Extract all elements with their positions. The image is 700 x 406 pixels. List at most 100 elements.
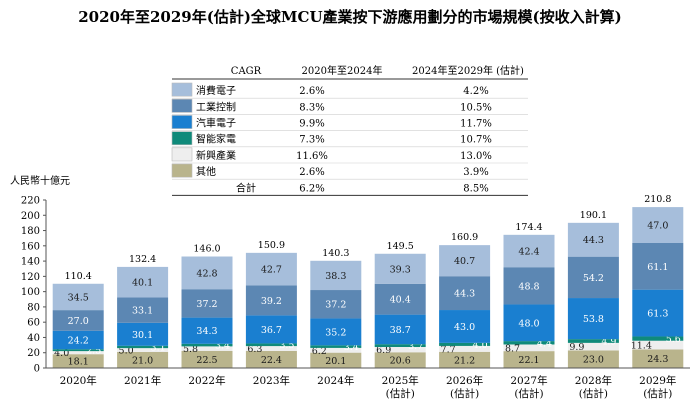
segment-label: 37.2 (196, 299, 217, 310)
segment-label: 36.7 (261, 325, 282, 336)
y-tick-label: 120 (21, 272, 40, 283)
segment-label: 2.5 (86, 346, 101, 357)
y-axis: 0 20 40 60 80 100 120 140 160 180 200 220 (21, 196, 47, 375)
cagr-row-value1: 11.6% (296, 151, 328, 162)
cagr-total-value2: 8.5% (463, 183, 488, 194)
cagr-header-period2: 2024年至2029年 (估計) (412, 64, 524, 77)
chart-title: 2020年至2029年(估計)全球MCU產業按下游應用劃分的市場規模(按收入計算… (78, 8, 622, 26)
bar-segment (310, 260, 362, 291)
cagr-row-name: 汽車電子 (196, 117, 236, 130)
cagr-row-name: 其他 (196, 165, 216, 178)
segment-label: 37.2 (325, 300, 346, 311)
segment-label: 4.0 (54, 348, 69, 359)
bar-segment (181, 256, 233, 290)
bar-segment (567, 350, 619, 368)
cagr-row-value1: 7.3% (299, 135, 324, 146)
bar-stack: 22.55.8 3.4 34.3 37.2 42.8 146.0 (181, 244, 233, 368)
cagr-row-swatch (171, 147, 193, 162)
segment-label: 48.8 (518, 281, 539, 292)
total-label: 149.5 (387, 241, 414, 252)
x-tick-label: 2021年 (124, 374, 161, 387)
y-tick-label: 180 (21, 226, 40, 237)
segment-label: 5.0 (119, 346, 134, 357)
segment-label: 42.7 (261, 265, 282, 276)
bar-segment (503, 344, 555, 352)
cagr-total-value1: 6.2% (299, 183, 324, 194)
cagr-header-period1: 2020年至2024年 (302, 64, 383, 77)
cagr-total-name: 合計 (236, 181, 256, 194)
bar-segment (310, 347, 362, 353)
bar-segment (439, 276, 491, 311)
cagr-row-value2: 10.7% (460, 135, 492, 146)
bar-segment (503, 267, 555, 305)
cagr-row-swatch (171, 98, 193, 113)
bar-segment (52, 351, 104, 355)
total-label: 146.0 (193, 244, 220, 255)
bar-segment (181, 346, 233, 351)
segment-label: 24.2 (68, 335, 89, 346)
y-tick-label: 220 (21, 196, 40, 207)
bar-segment (310, 290, 362, 319)
segment-label: 21.0 (132, 355, 153, 366)
bar-segment (632, 242, 684, 290)
bar-segment (439, 345, 491, 352)
bar-segment (52, 330, 104, 350)
bar-stack: 18.14.0 2.524.2 27.0 34.5 110.4 (52, 271, 104, 368)
cagr-header-label: CAGR (231, 66, 262, 77)
segment-label: 8.7 (505, 343, 520, 354)
segment-label: 6.3 (247, 344, 262, 355)
bar-segment (245, 315, 297, 344)
bar-stack: 24.3 11.4 5.6 61.3 61.1 47.0 210.8 (631, 194, 684, 368)
bar-segment (374, 314, 426, 345)
segment-label: 5.6 (666, 334, 681, 345)
bar-segment (52, 283, 104, 311)
cagr-row-value1: 2.6% (299, 167, 324, 178)
bar-segment (439, 351, 491, 368)
total-label: 160.9 (451, 232, 478, 243)
bar-stack: 22.18.7 4.4 48.0 48.8 42.4 174.4 (503, 222, 555, 368)
segment-label: 40.4 (390, 295, 411, 306)
cagr-row-value2: 3.9% (463, 167, 488, 178)
segment-label: 5.8 (183, 344, 198, 355)
x-tick-label: 2025年 (382, 374, 419, 387)
bar-segment (503, 234, 555, 268)
x-axis: 2020年 2021年 2022年 2023年 2024年 2025年(估計)2026年(… (46, 367, 690, 400)
segment-label: 3.5 (279, 340, 294, 351)
segment-label: 40.7 (454, 256, 475, 267)
x-tick-label: 2029年 (639, 374, 676, 387)
segment-label: 3.4 (344, 342, 359, 353)
bar-segment (439, 245, 491, 277)
segment-label: 48.0 (518, 318, 539, 329)
bar-segment (567, 298, 619, 340)
total-label: 210.8 (644, 194, 671, 205)
y-tick-label: 20 (27, 348, 40, 359)
bar-segment (245, 285, 297, 316)
segment-label: 38.7 (390, 325, 411, 336)
bar-segment (117, 348, 169, 352)
total-label: 150.9 (258, 240, 285, 251)
segment-label: 7.7 (441, 344, 456, 355)
y-tick-label: 160 (21, 241, 40, 252)
segment-label: 30.1 (132, 330, 153, 341)
bar-segment (310, 345, 362, 348)
bar-segment (567, 339, 619, 343)
segment-label: 6.2 (312, 346, 327, 357)
bar-segment (117, 345, 169, 349)
x-tick-label: 2022年 (188, 374, 225, 387)
y-tick-label: 0 (34, 364, 40, 375)
bar-segment (245, 350, 297, 368)
y-tick-label: 40 (27, 333, 40, 344)
bar-segment (181, 343, 233, 347)
segment-label: 11.4 (631, 341, 652, 352)
y-tick-label: 200 (21, 211, 40, 222)
cagr-row-name: 新興產業 (196, 149, 236, 162)
total-label: 190.1 (580, 210, 607, 221)
bar-segment (567, 222, 619, 257)
segment-label: 54.2 (583, 273, 604, 284)
bar-segment (503, 351, 555, 368)
segment-label: 22.4 (261, 355, 282, 366)
bar-segment (632, 340, 684, 350)
segment-label: 3.1 (151, 342, 166, 353)
cagr-row-swatch (171, 82, 193, 97)
